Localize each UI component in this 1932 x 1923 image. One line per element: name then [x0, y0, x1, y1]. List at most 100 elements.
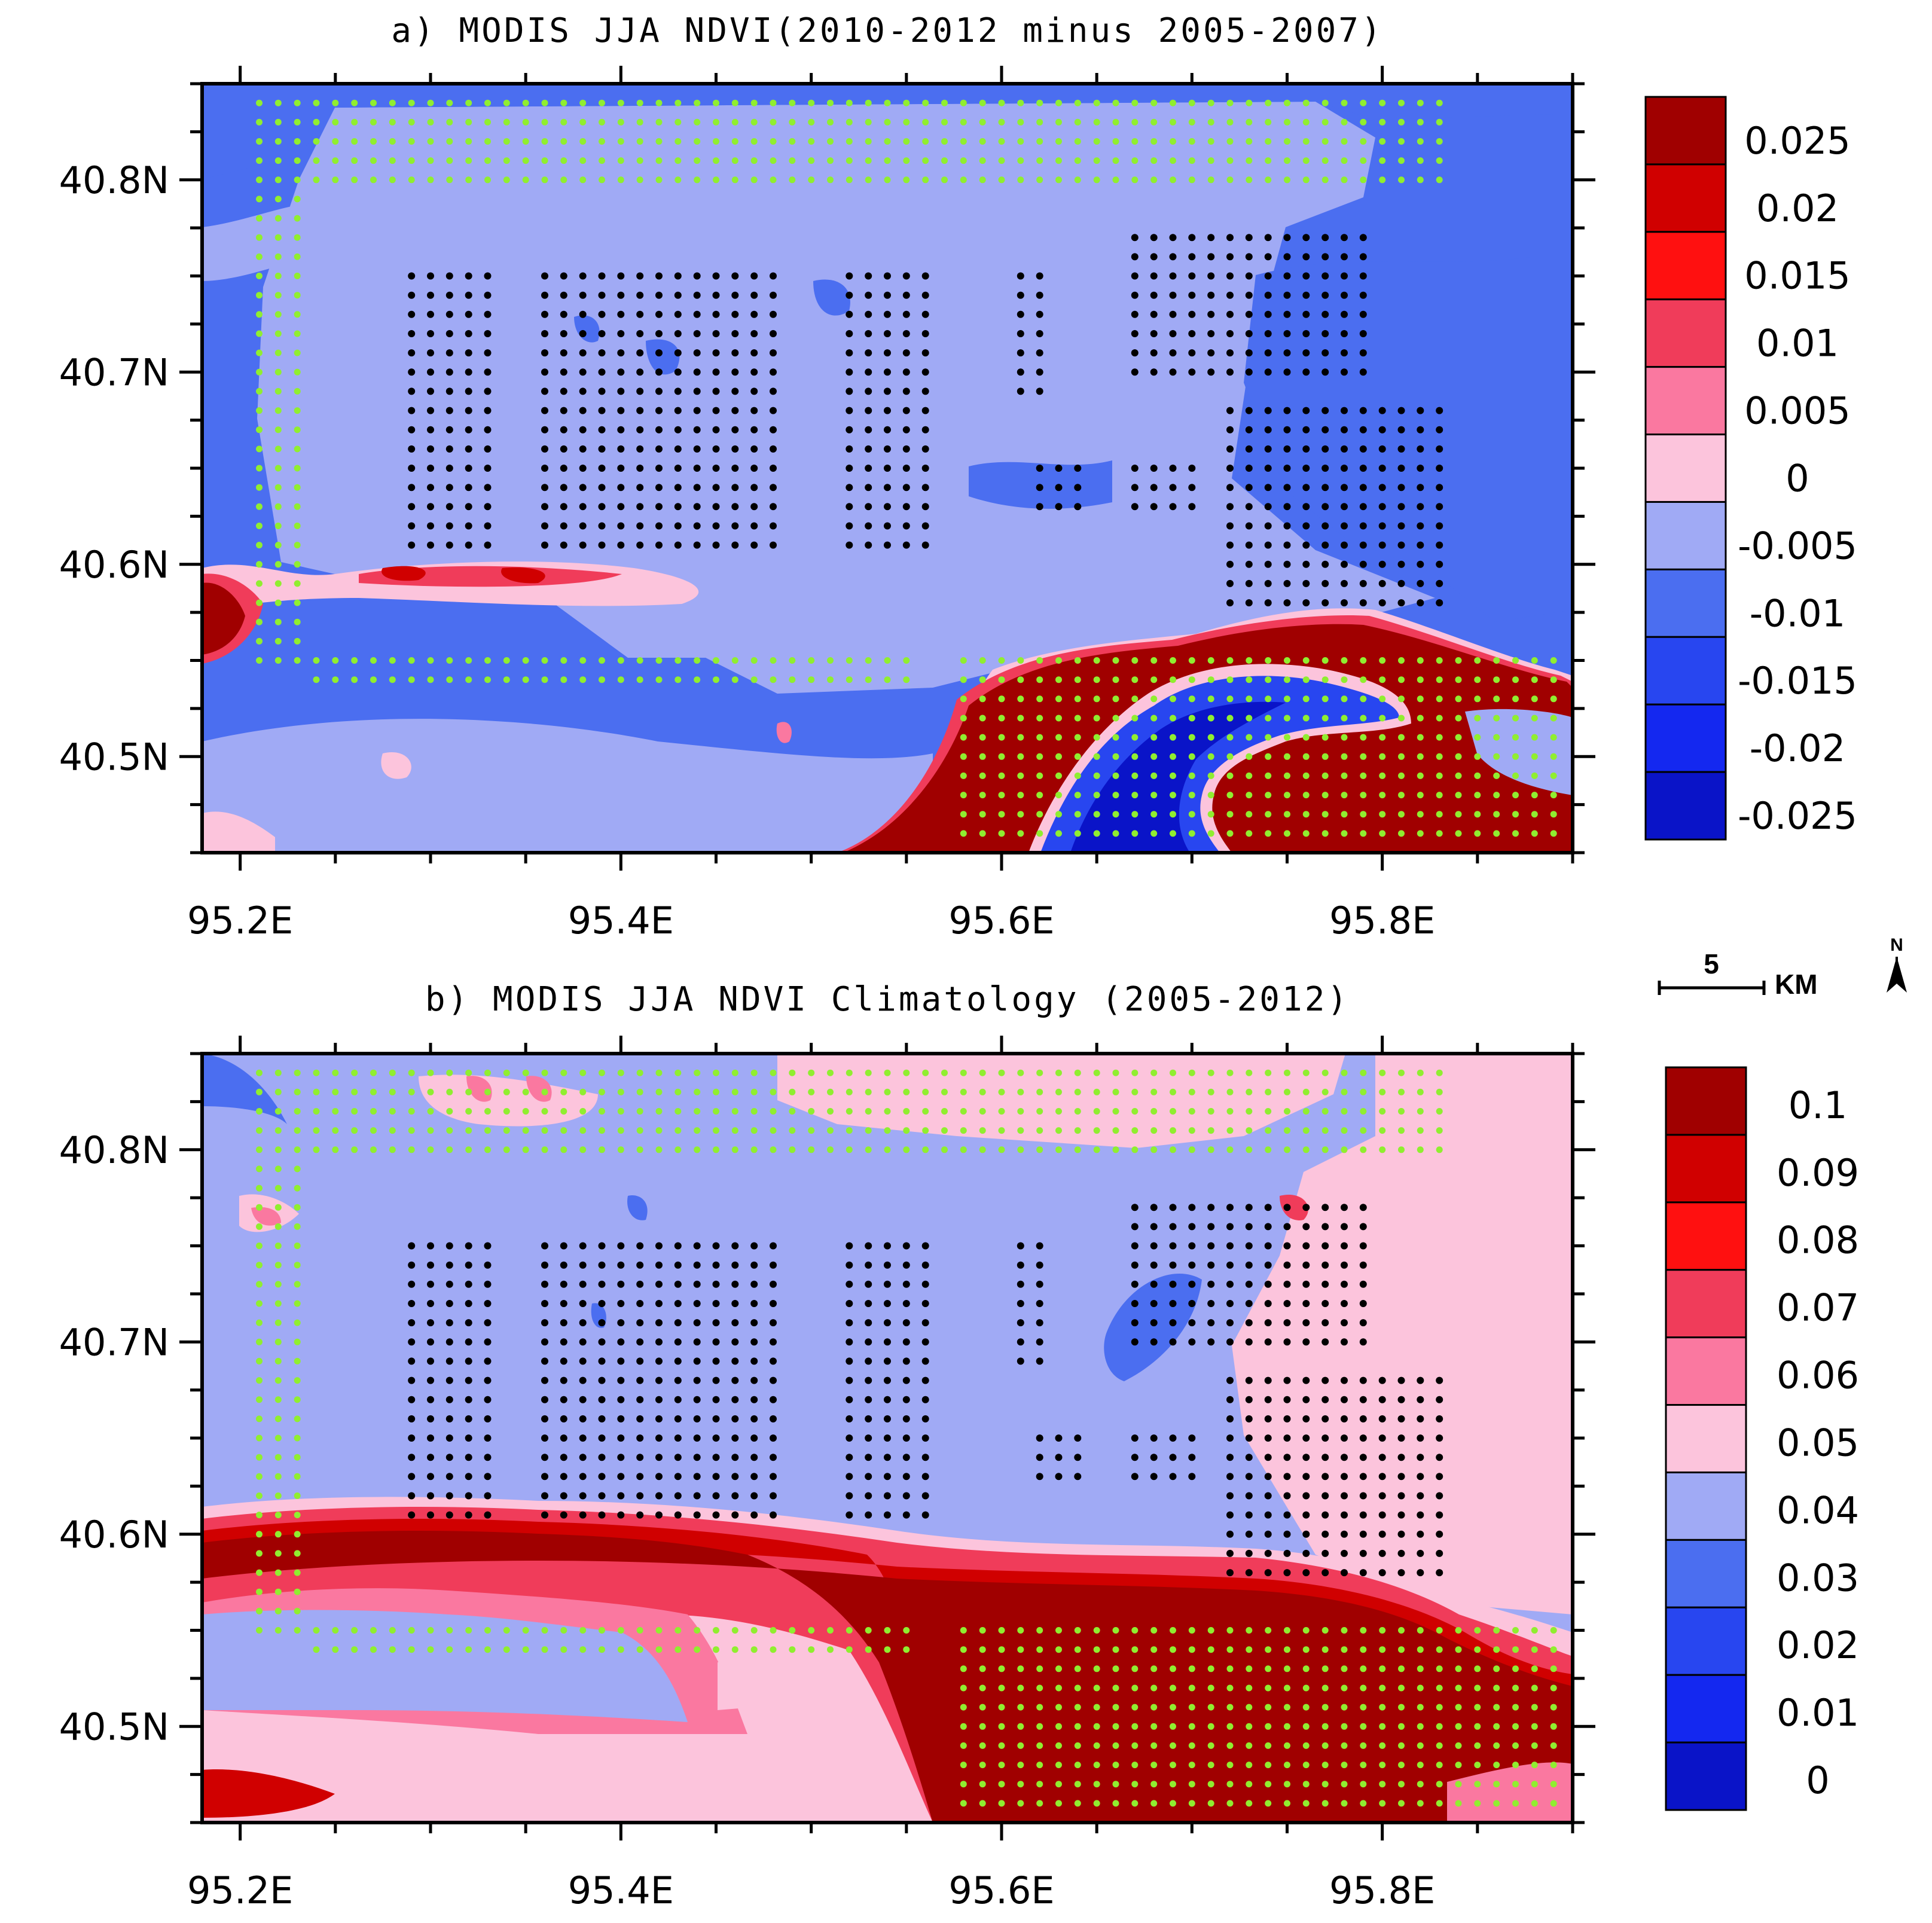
- significance-dot: [808, 1646, 815, 1653]
- significance-dot: [1207, 1108, 1214, 1115]
- significance-dot: [693, 1415, 701, 1423]
- significance-dot: [579, 1627, 587, 1634]
- significance-dot: [636, 1434, 644, 1442]
- significance-dot: [1150, 792, 1158, 799]
- significance-dot: [770, 1338, 777, 1346]
- significance-dot: [1302, 1665, 1310, 1672]
- significance-dot: [598, 387, 606, 395]
- significance-dot: [1188, 1434, 1196, 1442]
- significance-dot: [1150, 1146, 1158, 1153]
- significance-dot: [712, 1242, 720, 1250]
- significance-dot: [922, 1069, 929, 1076]
- significance-dot: [1359, 1223, 1367, 1231]
- significance-dot: [522, 1088, 529, 1095]
- significance-dot: [1321, 426, 1329, 434]
- significance-dot: [1283, 465, 1291, 472]
- scale-bar: 5 KM: [1658, 948, 1818, 1000]
- significance-dot: [1302, 1261, 1310, 1269]
- significance-dot: [1226, 1781, 1234, 1788]
- significance-dot: [1150, 1742, 1158, 1749]
- significance-dot: [979, 1108, 986, 1115]
- significance-dot: [1321, 715, 1329, 722]
- significance-dot: [998, 176, 1005, 184]
- significance-dot: [1169, 1319, 1177, 1327]
- significance-dot: [712, 1473, 720, 1481]
- significance-dot: [1226, 599, 1234, 607]
- significance-dot: [465, 387, 472, 395]
- significance-dot: [1074, 99, 1081, 106]
- significance-dot: [655, 465, 663, 472]
- significance-dot: [408, 1069, 415, 1076]
- significance-dot: [445, 349, 453, 357]
- significance-dot: [865, 330, 872, 337]
- significance-dot: [445, 387, 453, 395]
- significance-dot: [1359, 1338, 1367, 1346]
- significance-dot: [979, 1088, 986, 1095]
- significance-dot: [1017, 811, 1024, 818]
- significance-dot: [770, 310, 777, 318]
- significance-dot: [1302, 1280, 1310, 1288]
- significance-dot: [446, 1627, 453, 1634]
- significance-dot: [579, 484, 587, 492]
- significance-dot: [1341, 1723, 1348, 1730]
- significance-dot: [1398, 138, 1405, 145]
- significance-dot: [1436, 1069, 1443, 1076]
- significance-dot: [465, 1357, 472, 1365]
- significance-dot: [1074, 1704, 1081, 1711]
- significance-dot: [274, 580, 282, 587]
- significance-dot: [902, 445, 910, 453]
- significance-dot: [1246, 1646, 1253, 1653]
- significance-dot: [617, 484, 625, 492]
- significance-dot: [1302, 1492, 1310, 1500]
- significance-dot: [693, 310, 701, 318]
- significance-dot: [1131, 234, 1139, 242]
- significance-dot: [541, 349, 548, 357]
- significance-dot: [1188, 330, 1196, 337]
- significance-dot: [1436, 1088, 1443, 1095]
- significance-dot: [998, 118, 1005, 126]
- significance-dot: [884, 407, 891, 414]
- significance-dot: [770, 368, 777, 376]
- significance-dot: [446, 1069, 453, 1076]
- significance-dot: [408, 291, 416, 299]
- significance-dot: [579, 1261, 587, 1269]
- significance-dot: [750, 1396, 758, 1403]
- significance-dot: [1455, 792, 1462, 799]
- panel-b-dots: [256, 1069, 1557, 1807]
- significance-dot: [598, 1242, 606, 1250]
- significance-dot: [1246, 830, 1253, 837]
- significance-dot: [294, 273, 301, 279]
- significance-dot: [1378, 1415, 1386, 1423]
- significance-dot: [503, 676, 510, 683]
- significance-dot: [636, 1280, 644, 1288]
- significance-dot: [1131, 676, 1139, 683]
- significance-dot: [1264, 1434, 1272, 1442]
- significance-dot: [1245, 541, 1253, 549]
- significance-dot: [1207, 1781, 1214, 1788]
- significance-dot: [1302, 368, 1310, 376]
- significance-dot: [1017, 1781, 1024, 1788]
- significance-dot: [1131, 811, 1139, 818]
- significance-dot: [846, 138, 853, 145]
- significance-dot: [579, 1646, 587, 1653]
- significance-dot: [1321, 1473, 1329, 1481]
- significance-dot: [1341, 234, 1348, 242]
- significance-dot: [1265, 715, 1272, 722]
- significance-dot: [1321, 1300, 1329, 1307]
- significance-dot: [693, 1280, 701, 1288]
- significance-dot: [1284, 811, 1290, 818]
- significance-dot: [599, 1627, 605, 1634]
- significance-dot: [1455, 1646, 1462, 1653]
- significance-dot: [1283, 1492, 1291, 1500]
- significance-dot: [1150, 772, 1158, 779]
- significance-dot: [1474, 1704, 1481, 1711]
- significance-dot: [808, 676, 815, 683]
- significance-dot: [1264, 330, 1272, 337]
- colorbar-label: -0.02: [1750, 727, 1845, 770]
- significance-dot: [1207, 138, 1214, 145]
- significance-dot: [789, 676, 796, 683]
- significance-dot: [1265, 1127, 1272, 1134]
- significance-dot: [1379, 1800, 1386, 1807]
- significance-dot: [1455, 1704, 1462, 1711]
- significance-dot: [408, 1473, 416, 1481]
